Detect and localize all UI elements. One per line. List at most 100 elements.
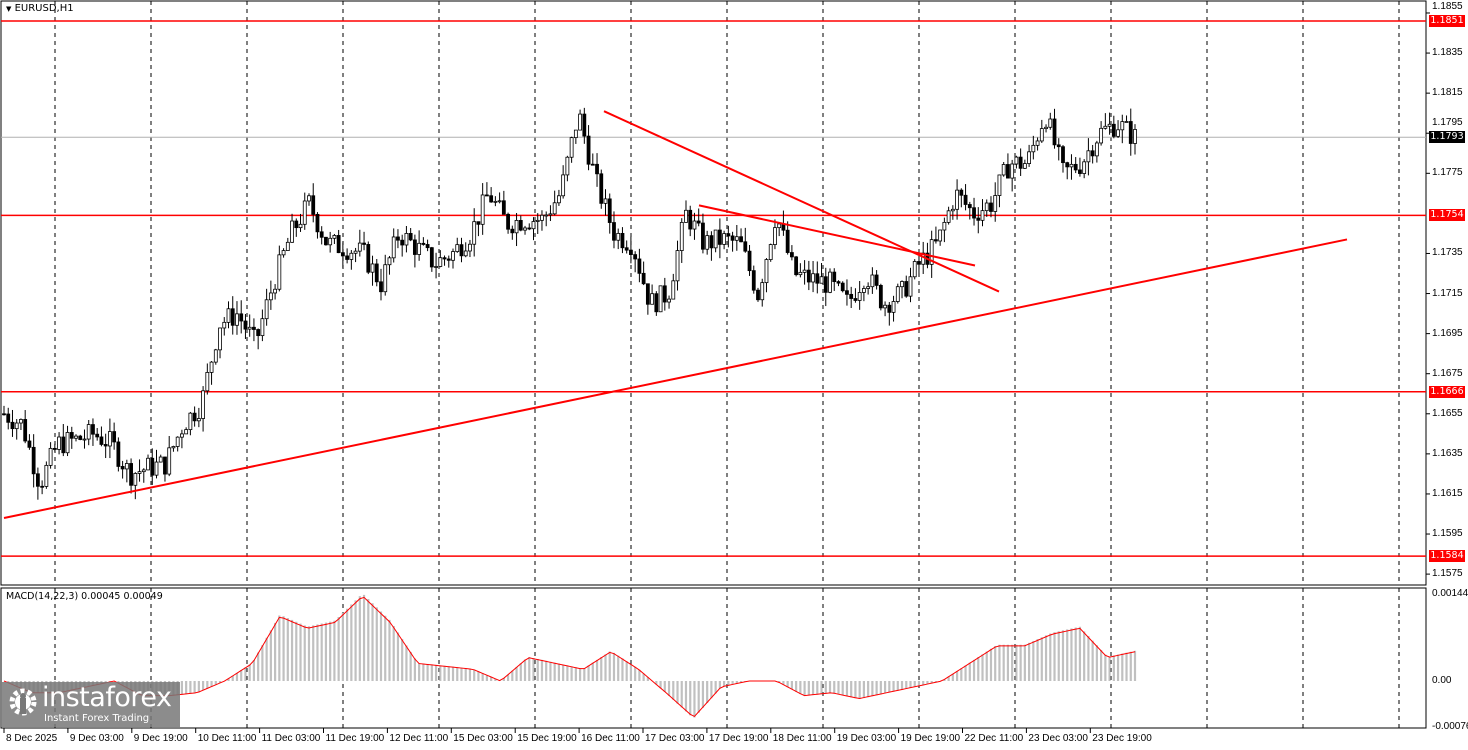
candle-body	[455, 244, 460, 252]
symbol-label: EURUSD,H1	[14, 3, 74, 14]
symbol-title[interactable]: ▼ EURUSD,H1	[6, 3, 74, 14]
candle-body	[832, 271, 837, 283]
candle-body	[82, 438, 87, 441]
main-panel-frame	[0, 0, 1427, 586]
candle-body	[362, 242, 366, 245]
candle-body	[201, 390, 205, 419]
candle-body	[1116, 129, 1120, 137]
candle-body	[1120, 121, 1125, 131]
candle-body	[1124, 121, 1129, 123]
candle-body	[252, 326, 256, 330]
candle-body	[370, 263, 375, 273]
candle-body	[942, 221, 947, 231]
candle-body	[277, 254, 282, 290]
candle-body	[404, 233, 409, 246]
time-axis-label: 15 Dec 03:00	[453, 733, 513, 744]
candle-body	[794, 256, 799, 276]
candle-body	[417, 242, 422, 255]
candle-body	[908, 276, 913, 297]
time-axis-label: 11 Dec 19:00	[325, 733, 385, 744]
candle-body	[531, 221, 536, 230]
candle-body	[612, 222, 616, 241]
candle-body	[107, 431, 112, 447]
candle-body	[662, 285, 667, 303]
candle-body	[959, 189, 964, 196]
candle-body	[180, 433, 184, 438]
candle-body	[654, 293, 659, 313]
candle-body	[396, 236, 400, 241]
price-axis-label: 1.1655	[1432, 407, 1463, 419]
candle-body	[218, 327, 222, 351]
candle-body	[739, 236, 743, 243]
candle-body	[1014, 156, 1019, 165]
candle-body	[887, 304, 892, 313]
candle-body	[633, 254, 638, 260]
candle-body	[391, 236, 396, 259]
logo-tagline: Instant Forex Trading	[44, 713, 150, 724]
candle-body	[243, 320, 248, 330]
candle-body	[857, 292, 862, 301]
candle-body	[785, 229, 790, 253]
candle-body	[294, 220, 299, 229]
candle-body	[1035, 140, 1040, 146]
time-axis-label: 19 Dec 03:00	[836, 733, 897, 744]
candle-body	[264, 299, 269, 320]
price-axis-label: 1.1695	[1432, 327, 1463, 339]
candle-body	[192, 412, 197, 422]
candle-body	[629, 249, 633, 255]
candle-body	[353, 250, 358, 254]
candle-body	[1069, 163, 1074, 168]
candle-body	[1082, 161, 1087, 174]
candle-body	[1086, 150, 1091, 163]
candle-body	[412, 239, 417, 255]
candle-body	[972, 207, 976, 219]
candle-body	[379, 281, 383, 293]
candle-body	[124, 463, 129, 470]
candle-body	[845, 290, 849, 295]
price-axis-label: 1.1815	[1432, 87, 1463, 99]
candle-body	[1027, 151, 1032, 164]
candle-body	[57, 436, 61, 450]
candle-body	[2, 413, 6, 416]
candle-body	[116, 441, 121, 467]
candle-body	[692, 220, 697, 230]
candle-body	[722, 233, 727, 245]
candle-body	[967, 204, 972, 209]
candle-body	[688, 209, 693, 230]
price-axis-label: 1.1855	[1432, 1, 1463, 12]
candle-body	[595, 163, 599, 175]
candle-body	[91, 424, 95, 435]
candle-body	[307, 195, 311, 202]
candle-body	[188, 412, 193, 431]
candle-body	[849, 293, 854, 299]
candle-body	[976, 217, 981, 221]
candle-body	[1048, 118, 1053, 128]
candle-body	[61, 436, 66, 454]
candle-body	[429, 247, 434, 268]
candle-body	[1065, 162, 1070, 168]
candle-body	[768, 244, 773, 260]
candle-body	[328, 237, 333, 246]
price-axis-label: 1.1635	[1432, 447, 1463, 459]
candle-body	[874, 274, 879, 286]
candle-body	[290, 220, 294, 243]
candle-body	[315, 213, 320, 233]
candle-body	[345, 255, 350, 260]
candle-body	[209, 361, 214, 373]
time-axis-label: 10 Dec 11:00	[197, 733, 257, 744]
triangle-down-icon[interactable]: ▼	[6, 5, 12, 13]
candle-body	[866, 286, 871, 289]
candle-body	[387, 257, 392, 266]
price-axis-label: 1.1715	[1432, 287, 1463, 299]
candle-body	[239, 313, 244, 322]
candle-body	[620, 232, 625, 249]
candle-body	[1052, 118, 1057, 146]
candle-body	[514, 220, 519, 234]
candle-body	[451, 251, 455, 261]
macd-panel-frame	[0, 587, 1427, 729]
macd-axis-label: -0.00076	[1432, 720, 1468, 732]
candle-body	[256, 329, 261, 337]
candle-body	[40, 485, 45, 488]
candle-body	[878, 285, 883, 309]
